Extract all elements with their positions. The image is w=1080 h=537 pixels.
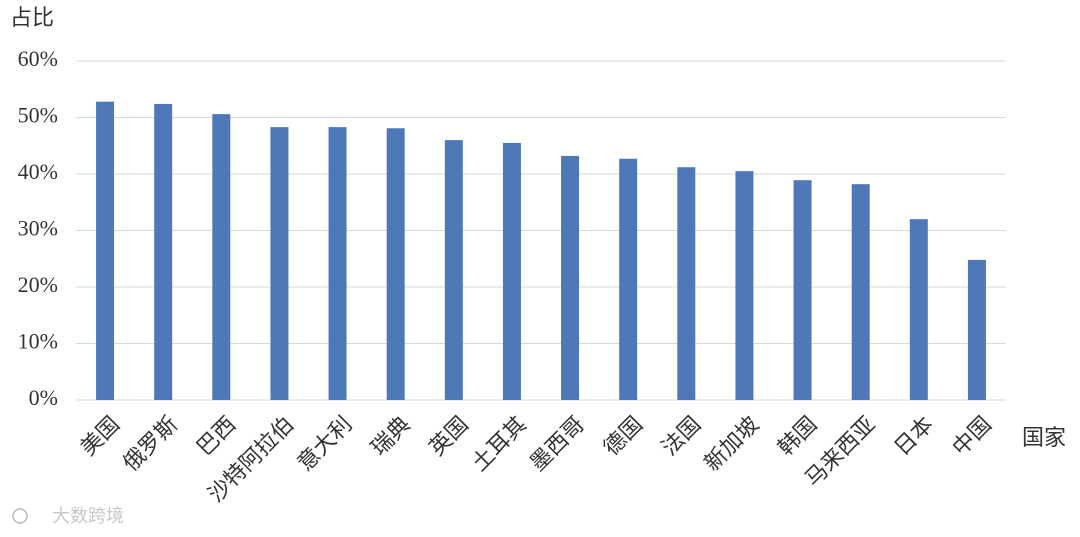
watermark: 大数跨境 xyxy=(52,506,124,527)
bar xyxy=(502,142,521,401)
bar xyxy=(154,103,173,400)
x-tick-label: 意大利 xyxy=(292,411,356,475)
x-tick-label: 英国 xyxy=(424,411,473,460)
y-tick-label: 20% xyxy=(18,272,58,297)
x-tick-label: 韩国 xyxy=(773,411,822,460)
bar xyxy=(561,155,580,400)
x-axis-label: 国家 xyxy=(1022,425,1066,450)
bar xyxy=(793,180,812,400)
x-tick-label: 俄罗斯 xyxy=(118,411,182,475)
bar xyxy=(270,127,289,400)
bar xyxy=(619,158,638,400)
y-tick-label: 40% xyxy=(18,159,58,184)
bar xyxy=(735,171,754,400)
bar xyxy=(677,167,696,400)
y-tick-label: 10% xyxy=(18,329,58,354)
x-tick-label: 墨西哥 xyxy=(525,411,589,475)
bar xyxy=(386,128,405,401)
bar xyxy=(212,114,231,401)
watermark-icon xyxy=(12,508,28,524)
x-tick-label: 法国 xyxy=(657,411,706,460)
bar xyxy=(328,127,347,400)
x-tick-label: 瑞典 xyxy=(366,411,415,460)
x-tick-label: 中国 xyxy=(947,411,996,460)
x-tick-label: 新加坡 xyxy=(699,411,763,475)
x-tick-label: 德国 xyxy=(598,411,647,460)
x-tick-label: 日本 xyxy=(889,411,938,460)
x-tick-label: 土耳其 xyxy=(467,411,531,475)
x-tick-label: 巴西 xyxy=(192,411,241,460)
bar xyxy=(96,101,115,401)
bar xyxy=(444,140,463,400)
bar xyxy=(851,184,870,400)
x-tick-label: 美国 xyxy=(75,411,124,460)
y-tick-label: 30% xyxy=(18,216,58,241)
y-axis-label: 占比 xyxy=(10,5,54,30)
bar xyxy=(909,219,928,400)
y-tick-label: 50% xyxy=(18,103,58,128)
bar xyxy=(967,259,986,400)
y-tick-label: 60% xyxy=(18,46,58,71)
y-tick-label: 0% xyxy=(29,385,58,410)
